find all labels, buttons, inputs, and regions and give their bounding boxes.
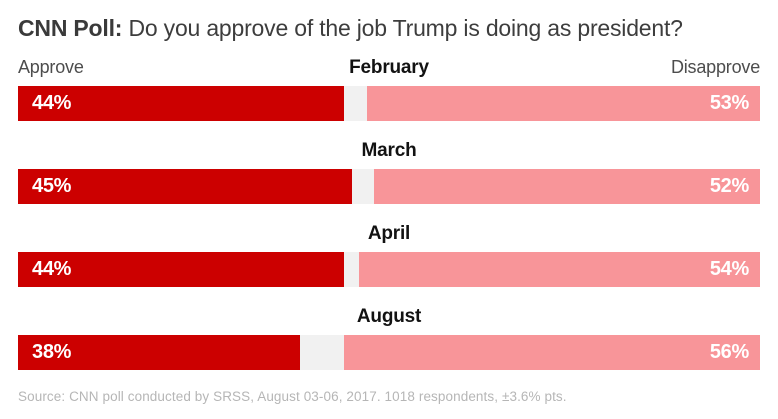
approve-bar: 44% (18, 86, 345, 122)
poll-row: August 38% 56% (18, 306, 760, 371)
disapprove-value-label: 52% (709, 175, 749, 198)
approve-bar: 44% (18, 252, 345, 288)
approve-value-label: 45% (32, 175, 72, 198)
poll-title-question: Do you approve of the job Trump is doing… (128, 15, 683, 41)
bar-track: 44% 53% (18, 86, 760, 122)
row-header: March (18, 140, 760, 161)
disapprove-value-label: 56% (709, 341, 749, 364)
source-attribution: Source: CNN poll conducted by SRSS, Augu… (18, 389, 567, 405)
poll-row: March 45% 52% (18, 140, 760, 205)
approve-value-label: 44% (32, 92, 72, 115)
poll-row: April 44% 54% (18, 223, 760, 288)
row-header: Approve February Disapprove (18, 57, 760, 78)
disapprove-bar: 56% (344, 335, 760, 371)
disapprove-value-label: 54% (709, 258, 749, 281)
disapprove-legend-label: Disapprove (670, 57, 760, 78)
disapprove-bar: 54% (359, 252, 760, 288)
disapprove-value-label: 53% (709, 92, 749, 115)
approve-legend-label: Approve (18, 57, 84, 78)
poll-bar-chart: Approve February Disapprove 44% 53% March 45% 5… (18, 57, 760, 371)
approve-value-label: 44% (32, 258, 72, 281)
bar-track: 44% 54% (18, 252, 760, 288)
bar-track: 38% 56% (18, 335, 760, 371)
approve-bar: 38% (18, 335, 300, 371)
month-label: March (361, 140, 417, 162)
month-label: August (356, 306, 422, 328)
poll-title: CNN Poll: Do you approve of the job Trum… (18, 13, 760, 44)
poll-title-prefix: CNN Poll: (18, 15, 123, 41)
month-label: February (349, 57, 429, 79)
disapprove-bar: 52% (374, 169, 760, 205)
bar-track: 45% 52% (18, 169, 760, 205)
approve-bar: 45% (18, 169, 352, 205)
approve-value-label: 38% (32, 341, 72, 364)
row-header: April (18, 223, 760, 244)
poll-row: Approve February Disapprove 44% 53% (18, 57, 760, 122)
disapprove-bar: 53% (366, 86, 760, 122)
row-header: August (18, 306, 760, 327)
month-label: April (367, 223, 411, 245)
